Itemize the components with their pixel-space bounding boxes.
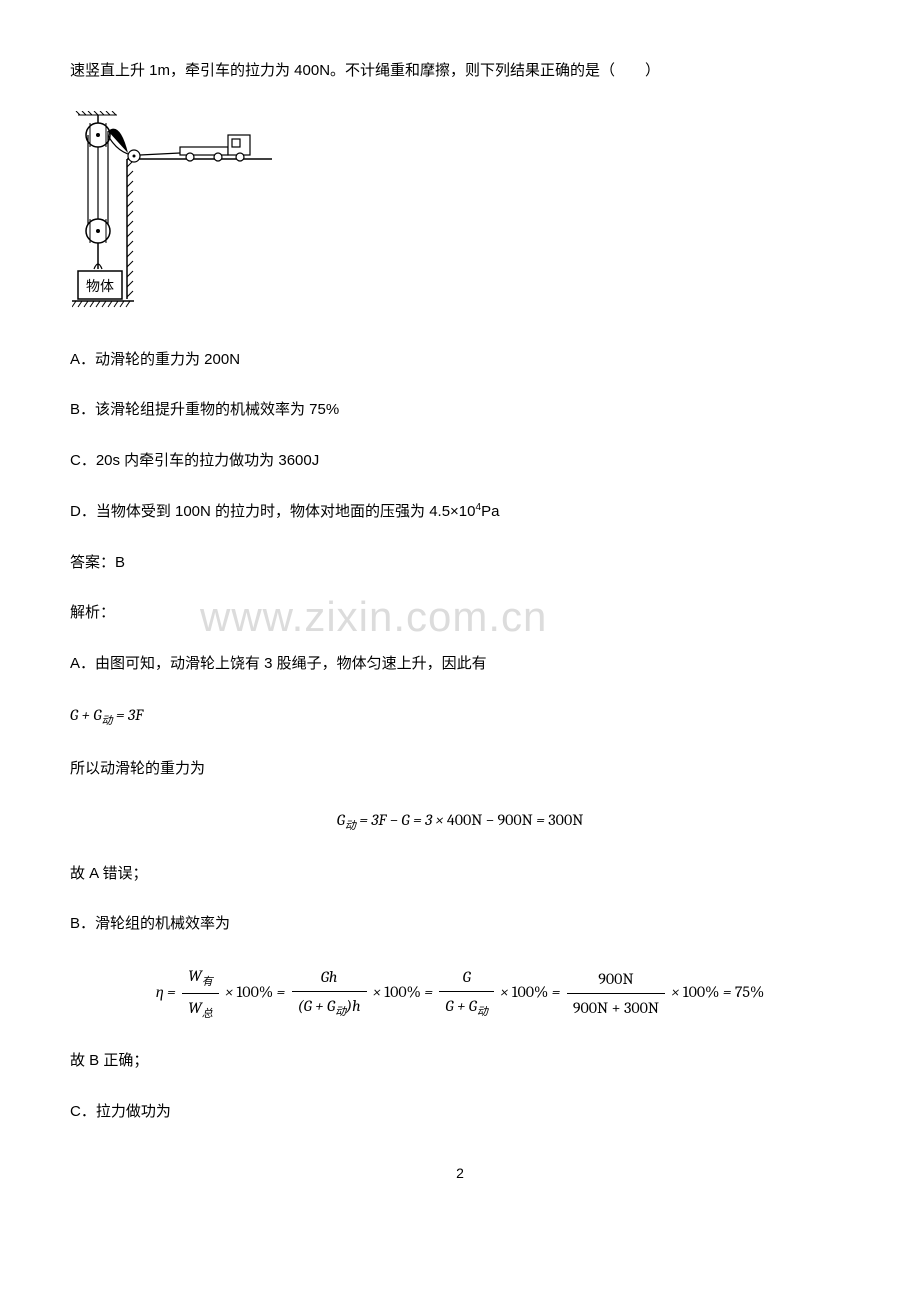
option-a: A．动滑轮的重力为 200N bbox=[70, 349, 850, 372]
step-a-conclude: 故 A 错误； bbox=[70, 863, 850, 886]
step-b-intro: B．滑轮组的机械效率为 bbox=[70, 913, 850, 936]
step-a-intro: A．由图可知，动滑轮上饶有 3 股绳子，物体匀速上升，因此有 bbox=[70, 653, 850, 676]
option-d-suffix: Pa bbox=[481, 503, 499, 520]
question-continuation: 速竖直上升 1m，牵引车的拉力为 400N。不计绳重和摩擦，则下列结果正确的是（… bbox=[70, 60, 850, 83]
option-b: B．该滑轮组提升重物的机械效率为 75% bbox=[70, 399, 850, 422]
svg-text:物体: 物体 bbox=[86, 279, 114, 295]
option-d: D．当物体受到 100N 的拉力时，物体对地面的压强为 4.5×104Pa bbox=[70, 500, 850, 524]
option-c: C．20s 内牵引车的拉力做功为 3600J bbox=[70, 450, 850, 473]
step-b-eq: η = W有 W总 × 100% = Gh (G + G动)h × 100% =… bbox=[70, 964, 850, 1022]
page-number: 2 bbox=[70, 1163, 850, 1184]
step-a-eq2: G动 = 3F − G = 3 × 400N − 900N = 300N bbox=[70, 808, 850, 835]
step-a-mid: 所以动滑轮的重力为 bbox=[70, 758, 850, 781]
answer: 答案：B bbox=[70, 552, 850, 575]
step-c-intro: C．拉力做功为 bbox=[70, 1101, 850, 1124]
option-d-prefix: D．当物体受到 100N 的拉力时，物体对地面的压强为 4.5×10 bbox=[70, 503, 476, 520]
explain-label: 解析： bbox=[70, 602, 850, 625]
step-b-conclude: 故 B 正确； bbox=[70, 1050, 850, 1073]
step-a-eq1: G + G动 = 3F bbox=[70, 703, 850, 730]
pulley-diagram: 物体 bbox=[72, 111, 850, 321]
